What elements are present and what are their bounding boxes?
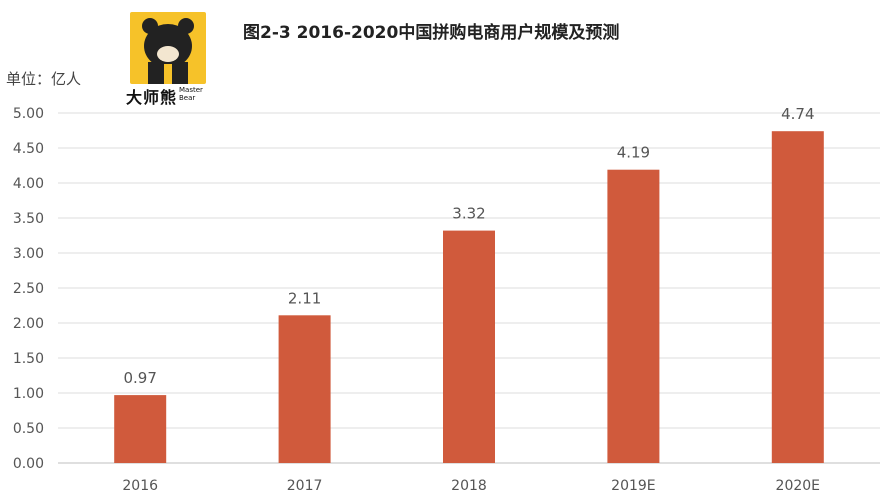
y-tick-label: 1.00 [13, 386, 44, 402]
y-tick-label: 0.00 [13, 456, 44, 472]
bar [771, 131, 824, 463]
x-tick-label: 2020E [776, 478, 820, 494]
x-tick-label: 2016 [122, 478, 158, 494]
x-tick-label: 2019E [611, 478, 655, 494]
bar [443, 230, 495, 463]
y-tick-label: 2.00 [13, 316, 44, 332]
chart-title: 图2-3 2016-2020中国拼购电商用户规模及预测 [243, 23, 620, 43]
master-bear-logo: 大师熊 Master Bear [126, 12, 208, 107]
y-tick-label: 1.50 [13, 351, 44, 367]
data-label: 2.11 [288, 289, 321, 307]
y-tick-label: 4.00 [13, 176, 44, 192]
y-tick-label: 0.50 [13, 421, 44, 437]
unit-label: 单位：亿人 [6, 70, 82, 88]
data-label: 3.32 [452, 205, 485, 223]
y-tick-label: 3.00 [13, 246, 44, 262]
logo-name: 大师熊 [126, 88, 178, 107]
data-label: 4.74 [781, 105, 814, 123]
bear-icon [130, 12, 206, 84]
bar [607, 169, 660, 463]
bar [278, 315, 331, 463]
y-tick-label: 3.50 [13, 211, 44, 227]
data-label: 4.19 [617, 144, 650, 162]
bar [114, 395, 167, 463]
x-tick-label: 2017 [287, 478, 323, 494]
logo-subtitle: Master Bear [179, 86, 203, 102]
y-tick-label: 4.50 [13, 141, 44, 157]
x-tick-label: 2018 [451, 478, 487, 494]
data-label: 0.97 [123, 369, 156, 387]
y-tick-label: 2.50 [13, 281, 44, 297]
y-tick-label: 5.00 [13, 106, 44, 122]
